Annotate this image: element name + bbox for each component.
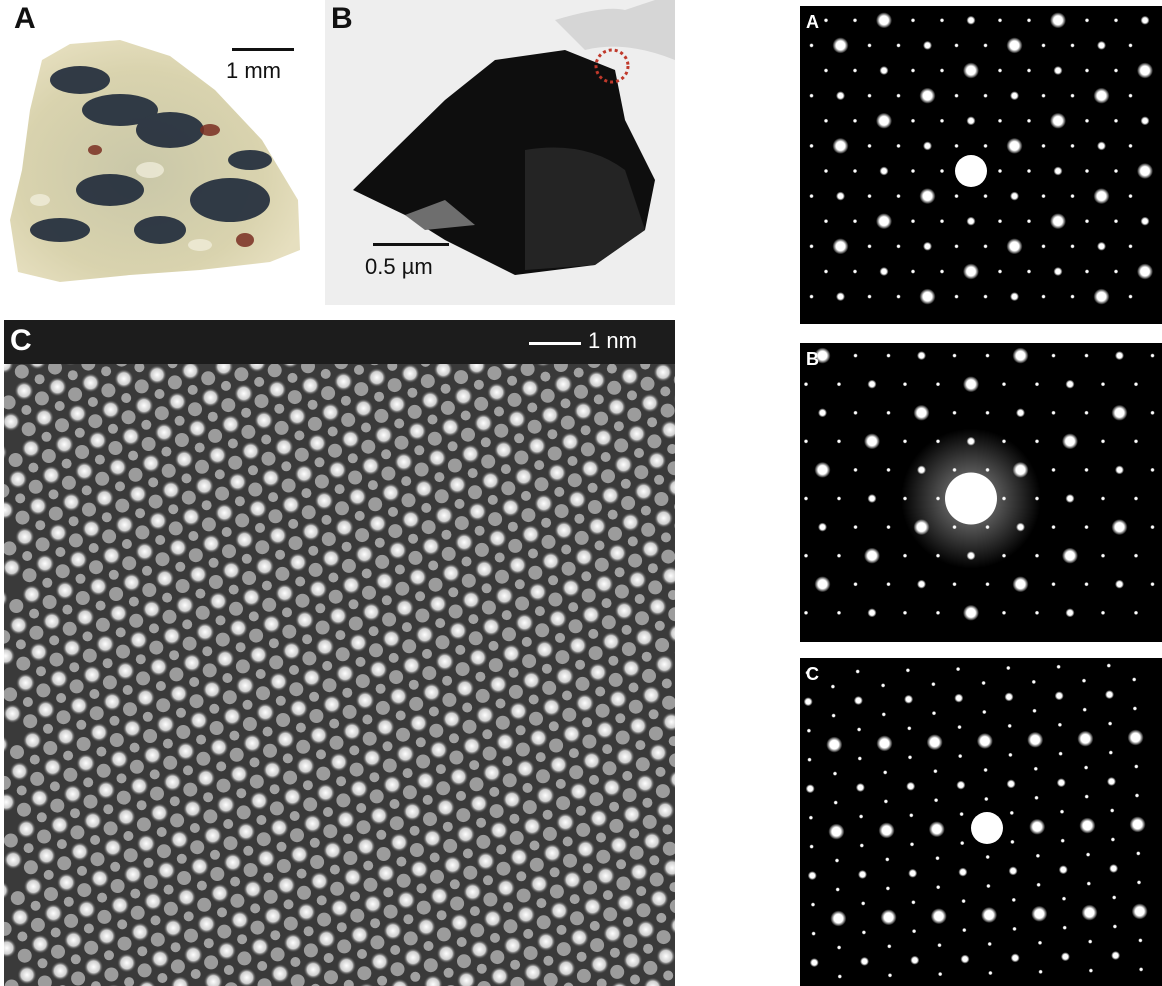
diffraction-pattern-b xyxy=(800,343,1162,642)
scale-bar-label-c: 1 nm xyxy=(588,328,637,353)
mineral-grain-image xyxy=(10,40,300,282)
sample-photo-panel: A 1 mm xyxy=(0,0,312,305)
diffraction-pattern-c xyxy=(800,658,1162,986)
panel-label-b: B xyxy=(331,2,353,35)
diffraction-label-c: C xyxy=(806,664,819,684)
panel-label-c: C xyxy=(10,324,32,357)
tem-particle-panel: B 0.5 µm xyxy=(325,0,675,305)
diffraction-pattern-a xyxy=(800,6,1162,324)
hrtem-lattice-panel: C 1 nm xyxy=(4,320,675,986)
diffraction-panel-b: B xyxy=(800,343,1162,642)
scale-bar-label-a: 1 mm xyxy=(226,58,281,83)
scale-bar-a xyxy=(232,48,294,51)
tem-particle-image xyxy=(325,0,675,305)
diffraction-label-a: A xyxy=(806,12,819,32)
scale-bar-label-b: 0.5 µm xyxy=(365,254,433,279)
scale-bar-c xyxy=(529,342,581,345)
panel-label-a: A xyxy=(14,2,36,35)
diffraction-panel-a: A xyxy=(800,6,1162,324)
diffraction-panel-c: C xyxy=(800,658,1162,986)
diffraction-label-b: B xyxy=(806,349,819,369)
scale-bar-b xyxy=(373,243,449,246)
selected-area-circle xyxy=(594,48,630,84)
atomic-lattice-image xyxy=(4,364,675,986)
